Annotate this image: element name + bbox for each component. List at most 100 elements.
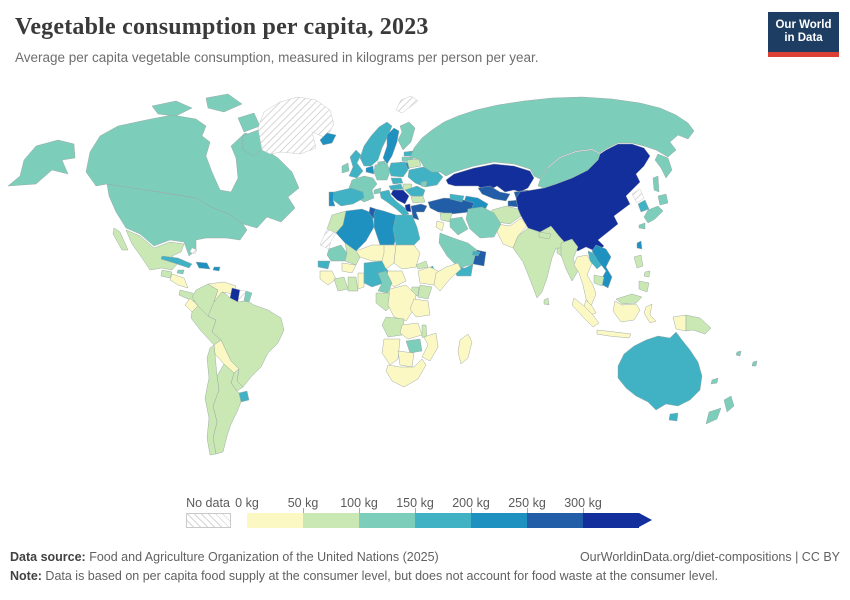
country-sri-lanka[interactable] xyxy=(543,297,550,306)
country-belarus[interactable] xyxy=(406,158,422,169)
country-senegal[interactable] xyxy=(317,260,331,270)
country-burkina[interactable] xyxy=(341,262,357,274)
country-taiwan[interactable] xyxy=(636,240,643,250)
country-brazil[interactable] xyxy=(207,291,285,388)
country-guatemala[interactable] xyxy=(160,269,173,279)
country-greenland[interactable] xyxy=(257,96,335,155)
country-finland[interactable] xyxy=(397,121,416,151)
country-namibia[interactable] xyxy=(381,338,401,366)
country-iran[interactable] xyxy=(465,206,502,239)
country-drc[interactable] xyxy=(387,284,417,322)
country-iraq[interactable] xyxy=(449,216,469,236)
country-spain[interactable] xyxy=(332,187,365,207)
country-chad[interactable] xyxy=(381,244,397,270)
country-ghana[interactable] xyxy=(347,276,359,292)
country-algeria[interactable] xyxy=(335,208,375,252)
country-vietnam[interactable] xyxy=(591,244,613,289)
country-somalia[interactable] xyxy=(433,262,462,292)
world-map[interactable] xyxy=(0,80,850,492)
country-cuba[interactable] xyxy=(160,255,193,269)
legend-bin-50-100[interactable] xyxy=(303,513,359,528)
legend-bin-250-300[interactable] xyxy=(527,513,583,528)
country-botswana[interactable] xyxy=(397,350,415,368)
country-russia[interactable] xyxy=(409,96,695,193)
country-balkans[interactable] xyxy=(390,189,410,205)
country-mongolia[interactable] xyxy=(537,149,601,189)
country-hispaniola[interactable] xyxy=(195,261,211,270)
country-guinea[interactable] xyxy=(319,270,337,286)
country-kazakhstan[interactable] xyxy=(445,163,535,193)
country-canada-arctic[interactable] xyxy=(151,93,269,157)
country-new-zealand[interactable] xyxy=(705,395,735,425)
legend-no-data-swatch[interactable] xyxy=(186,513,231,528)
country-ivory-coast[interactable] xyxy=(333,276,349,292)
country-romania[interactable] xyxy=(404,185,426,197)
country-madagascar[interactable] xyxy=(457,333,473,365)
country-puerto-rico[interactable] xyxy=(212,266,221,272)
country-chile[interactable] xyxy=(204,344,220,456)
country-australia[interactable] xyxy=(617,331,703,422)
legend-bin-0-50[interactable] xyxy=(247,513,303,528)
country-alaska[interactable] xyxy=(7,139,76,187)
country-poland[interactable] xyxy=(388,161,409,178)
country-bahamas[interactable] xyxy=(189,247,198,255)
country-niger[interactable] xyxy=(355,244,387,262)
country-zimbabwe[interactable] xyxy=(405,338,423,354)
country-uk[interactable] xyxy=(348,149,364,179)
country-czech[interactable] xyxy=(390,177,404,185)
country-philippines[interactable] xyxy=(633,254,651,293)
country-portugal[interactable] xyxy=(328,191,336,207)
country-egypt[interactable] xyxy=(392,214,421,246)
country-sweden[interactable] xyxy=(382,127,400,165)
country-greece[interactable] xyxy=(410,203,428,221)
legend-bin-150-200[interactable] xyxy=(415,513,471,528)
country-s-korea[interactable] xyxy=(637,199,650,213)
country-ireland[interactable] xyxy=(341,162,350,174)
country-myanmar[interactable] xyxy=(560,238,579,282)
country-cambodia[interactable] xyxy=(593,274,605,287)
country-zambia[interactable] xyxy=(399,322,423,340)
country-angola[interactable] xyxy=(381,316,405,338)
country-germany[interactable] xyxy=(373,162,391,181)
country-usa[interactable] xyxy=(106,183,248,257)
country-eritrea[interactable] xyxy=(415,260,429,270)
country-kenya[interactable] xyxy=(417,284,433,300)
owid-logo[interactable]: Our World in Data xyxy=(768,12,839,57)
country-mauritania[interactable] xyxy=(326,244,348,262)
country-switzerland[interactable] xyxy=(373,187,382,195)
country-sudan[interactable] xyxy=(393,244,421,270)
country-bulgaria[interactable] xyxy=(410,195,426,204)
country-mozambique[interactable] xyxy=(421,332,439,362)
country-netherlands-belgium[interactable] xyxy=(365,165,375,175)
legend-bin-100-150[interactable] xyxy=(359,513,415,528)
country-pacific-islands[interactable] xyxy=(710,350,758,385)
country-n-korea[interactable] xyxy=(631,188,645,204)
country-norway[interactable] xyxy=(359,121,393,167)
legend-bin-200-250[interactable] xyxy=(471,513,527,528)
country-papua-new-guinea[interactable] xyxy=(685,314,712,335)
country-w-sahara[interactable] xyxy=(319,228,337,250)
owid-link[interactable]: OurWorldinData.org/diet-compositions | C… xyxy=(579,550,840,564)
country-tanzania[interactable] xyxy=(409,298,431,318)
country-jordan-israel[interactable] xyxy=(435,220,445,232)
country-uae[interactable] xyxy=(471,250,481,257)
country-indonesia[interactable] xyxy=(571,297,687,339)
country-saudi[interactable] xyxy=(438,232,478,269)
country-south-africa[interactable] xyxy=(385,358,427,388)
country-caucasus[interactable] xyxy=(449,193,465,203)
country-uzbekistan[interactable] xyxy=(477,185,511,202)
country-malaysia-borneo[interactable] xyxy=(615,293,643,305)
country-honduras-nicaragua[interactable] xyxy=(169,273,189,289)
country-jamaica[interactable] xyxy=(176,269,185,275)
country-austria[interactable] xyxy=(388,183,404,191)
country-malaysia-peninsula[interactable] xyxy=(583,299,597,316)
country-iceland[interactable] xyxy=(319,132,337,146)
country-benin-togo[interactable] xyxy=(357,272,365,290)
country-japan[interactable] xyxy=(638,193,669,230)
note-label: Note: xyxy=(10,569,42,583)
country-moldova[interactable] xyxy=(420,180,428,188)
country-nepal[interactable] xyxy=(538,231,552,240)
country-svalbard[interactable] xyxy=(395,95,419,114)
legend-bin-300+[interactable] xyxy=(583,513,639,528)
legend-arrow xyxy=(639,513,652,527)
